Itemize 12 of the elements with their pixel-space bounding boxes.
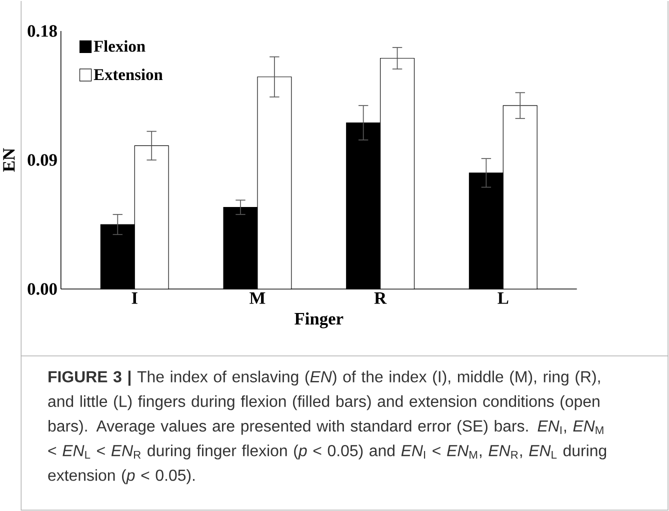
- y-tick-label: 0.00: [28, 283, 57, 295]
- x-tick-label: R: [374, 292, 387, 304]
- y-tick-label: 0.09: [28, 154, 57, 166]
- y-tick-label: 0.18: [28, 25, 57, 37]
- x-axis-title: Finger: [294, 312, 344, 328]
- legend-label: Flexion: [94, 40, 146, 52]
- text: FIGURE 3 | The index of enslaving (EN) of the index (I), middle (M), ring (R), and little (L) fingers during flexion (filled bars) and extension conditions (open bars). Average values are presented with standard error (SE) bars. EN$_{I}$, EN$_{M}$ < EN$_{L}$ < EN$_{R}$ during finger flexion (p < 0.05) and EN$_{I}$ < EN$_{M}$, EN$_{R}$, EN$_{L}$ during extension (p < 0.05).: [48, 370, 606, 484]
- x-tick-label: M: [250, 292, 266, 304]
- x-tick-label: I: [132, 292, 138, 304]
- legend-label: Extension: [94, 68, 163, 80]
- x-tick-label: L: [498, 292, 508, 304]
- y-axis-title: EN: [3, 148, 15, 172]
